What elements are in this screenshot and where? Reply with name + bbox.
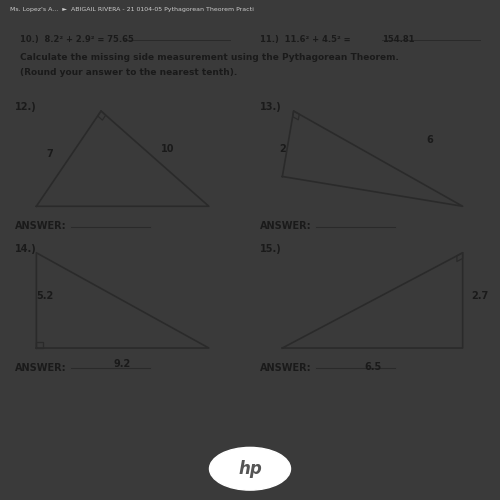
Text: 15.): 15.): [260, 244, 281, 254]
Text: hp: hp: [238, 460, 262, 478]
Text: 13.): 13.): [260, 102, 281, 112]
Text: ANSWER:: ANSWER:: [15, 222, 66, 232]
Text: ANSWER:: ANSWER:: [260, 222, 312, 232]
Text: 12.): 12.): [15, 102, 36, 112]
Text: 154.81: 154.81: [382, 35, 415, 44]
Text: 9.2: 9.2: [114, 360, 131, 370]
Text: 2.7: 2.7: [472, 290, 489, 300]
Text: ANSWER:: ANSWER:: [260, 363, 312, 373]
Circle shape: [210, 448, 290, 490]
Text: (Round your answer to the nearest tenth).: (Round your answer to the nearest tenth)…: [20, 68, 237, 76]
Text: 14.): 14.): [15, 244, 36, 254]
Text: ANSWER:: ANSWER:: [15, 363, 66, 373]
Text: 7: 7: [47, 149, 54, 159]
Text: 6: 6: [426, 134, 434, 144]
Text: 2: 2: [279, 144, 286, 154]
Text: 10.)  8.2² + 2.9² = 75.65: 10.) 8.2² + 2.9² = 75.65: [20, 35, 134, 44]
Text: Ms. Lopez's A...  ►  ABIGAIL RIVERA - 21 0104-05 Pythagorean Theorem Practi: Ms. Lopez's A... ► ABIGAIL RIVERA - 21 0…: [10, 8, 254, 12]
Text: 5.2: 5.2: [36, 290, 54, 300]
Text: 11.)  11.6² + 4.5² =: 11.) 11.6² + 4.5² =: [260, 35, 350, 44]
Text: Calculate the missing side measurement using the Pythagorean Theorem.: Calculate the missing side measurement u…: [20, 54, 398, 62]
Text: 10: 10: [160, 144, 174, 154]
Text: 6.5: 6.5: [364, 362, 381, 372]
